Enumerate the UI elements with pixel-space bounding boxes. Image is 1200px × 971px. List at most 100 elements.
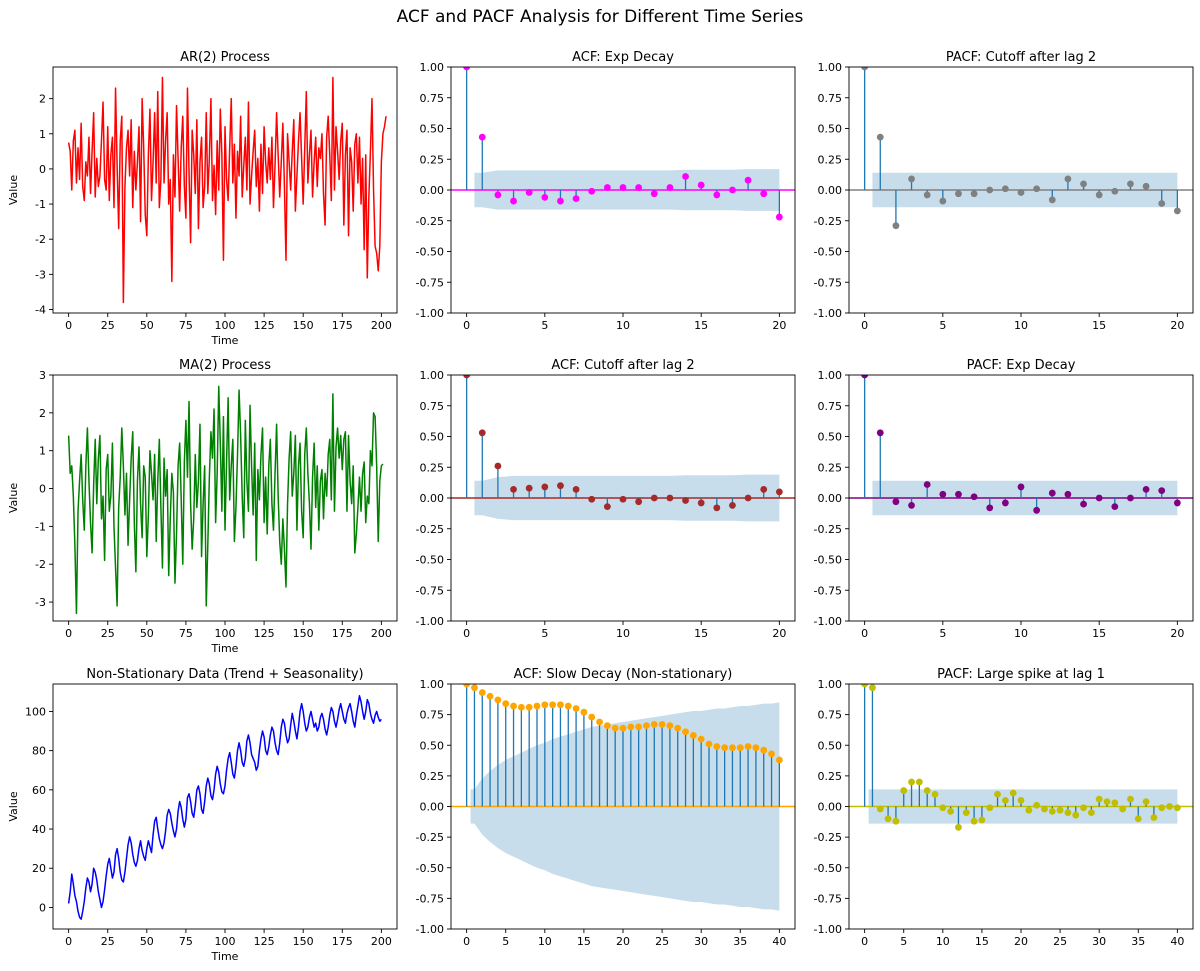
stem-marker — [471, 684, 478, 692]
y-tick-label: 100 — [25, 705, 46, 718]
stem-marker — [541, 483, 549, 491]
panel-title: PACF: Exp Decay — [967, 358, 1076, 373]
stem-marker — [861, 67, 869, 71]
stem-marker — [876, 805, 884, 813]
stem-marker — [970, 190, 978, 198]
stem-marker — [1095, 494, 1103, 502]
stem-marker — [768, 750, 775, 758]
panel-7: 0 25 50 75 100 125 150 175 200 0 20 40 60 80 100 Non-St… — [7, 667, 398, 963]
stem-marker — [908, 175, 915, 183]
stem-marker — [1072, 811, 1080, 819]
stem-marker — [510, 197, 517, 205]
stem-marker — [650, 494, 658, 502]
stem-marker — [861, 375, 869, 379]
plot-area — [67, 695, 382, 920]
stem-marker — [596, 718, 603, 726]
stem-marker — [775, 213, 783, 221]
x-tick-label: 30 — [1092, 935, 1106, 948]
stem-marker — [1103, 798, 1111, 805]
stem-marker — [729, 186, 736, 194]
y-tick-label: -0.25 — [814, 523, 842, 536]
y-tick-label: 0.50 — [818, 123, 843, 136]
y-tick-label: 0.75 — [420, 709, 445, 722]
y-tick-label: 0.50 — [420, 739, 445, 752]
y-axis-label: Value — [7, 175, 20, 205]
stem-marker — [931, 790, 939, 798]
y-tick-label: -3 — [35, 268, 46, 281]
stem-marker — [494, 462, 502, 470]
y-tick-label: -2 — [35, 233, 46, 246]
stem-marker — [588, 495, 596, 503]
y-tick-label: 0.25 — [420, 770, 445, 783]
stem-marker — [1009, 789, 1017, 797]
y-tick-label: 0.50 — [818, 431, 843, 444]
plot-area — [451, 67, 795, 221]
y-tick-label: -0.75 — [814, 584, 842, 597]
stem-marker — [1127, 795, 1134, 803]
y-tick-label: 0.00 — [420, 184, 445, 197]
stem-marker — [1033, 801, 1041, 809]
stem-marker — [760, 190, 768, 198]
x-tick-label: 0 — [463, 627, 470, 640]
y-tick-label: -2 — [35, 558, 46, 571]
stem-marker — [744, 494, 752, 502]
stem-marker — [713, 743, 721, 750]
y-tick-label: 0.75 — [818, 400, 843, 413]
y-tick-label: 0.00 — [818, 801, 843, 814]
y-tick-label: 0.75 — [420, 92, 445, 105]
stem-marker — [923, 191, 931, 199]
stem-marker — [572, 195, 580, 203]
stem-marker — [549, 701, 557, 709]
y-tick-label: -0.25 — [416, 831, 444, 844]
stem-marker — [955, 823, 962, 831]
panel-title: Non-Stationary Data (Trend + Seasonality… — [86, 667, 363, 682]
stem-marker — [682, 728, 689, 736]
stem-marker — [775, 488, 783, 496]
x-tick-label: 50 — [140, 627, 154, 640]
stem-marker — [861, 684, 869, 688]
stem-marker — [1127, 180, 1134, 188]
stem-marker — [580, 708, 588, 716]
stem-marker — [557, 197, 564, 205]
x-tick-label: 5 — [939, 319, 946, 332]
stem-marker — [697, 499, 705, 507]
plot-area — [451, 375, 795, 522]
y-tick-label: 60 — [32, 784, 46, 797]
stem-marker — [627, 723, 635, 731]
stem-marker — [658, 721, 666, 728]
stem-marker — [1127, 494, 1134, 502]
stem-marker — [713, 504, 721, 512]
stem-marker — [682, 497, 689, 504]
x-tick-label: 20 — [1170, 627, 1184, 640]
series-line — [67, 695, 382, 920]
stem-marker — [697, 735, 705, 743]
y-axis-label: Value — [7, 791, 20, 821]
stem-marker — [1142, 798, 1150, 805]
stem-marker — [1158, 487, 1166, 495]
stem-marker — [1064, 175, 1072, 183]
stem-marker — [650, 190, 658, 198]
x-tick-label: 100 — [215, 319, 236, 332]
panel-3: 0 5 10 15 20 -1.00 -0.75 -0.50 -0.25 0.00 0.25 0.50… — [814, 50, 1194, 332]
y-tick-label: -1.00 — [416, 307, 444, 320]
y-tick-label: 0.75 — [818, 92, 843, 105]
stem-marker — [486, 692, 494, 700]
plot-area — [849, 67, 1193, 230]
panel-title: ACF: Slow Decay (Non-stationary) — [514, 667, 733, 682]
stem-marker — [729, 501, 736, 509]
x-tick-label: 15 — [1092, 627, 1106, 640]
y-tick-label: 1.00 — [420, 369, 445, 382]
series-line — [67, 76, 387, 304]
stem-marker — [1056, 806, 1064, 814]
y-tick-label: 1.00 — [420, 61, 445, 74]
y-tick-label: -0.25 — [814, 215, 842, 228]
plot-area — [849, 684, 1193, 831]
x-tick-label: 75 — [179, 319, 193, 332]
x-tick-label: 125 — [254, 935, 275, 948]
x-tick-label: 150 — [293, 627, 314, 640]
panel-title: AR(2) Process — [180, 50, 270, 65]
x-tick-label: 20 — [616, 935, 630, 948]
x-tick-label: 175 — [332, 319, 353, 332]
panel-title: MA(2) Process — [179, 358, 271, 373]
stem-marker — [588, 187, 596, 195]
